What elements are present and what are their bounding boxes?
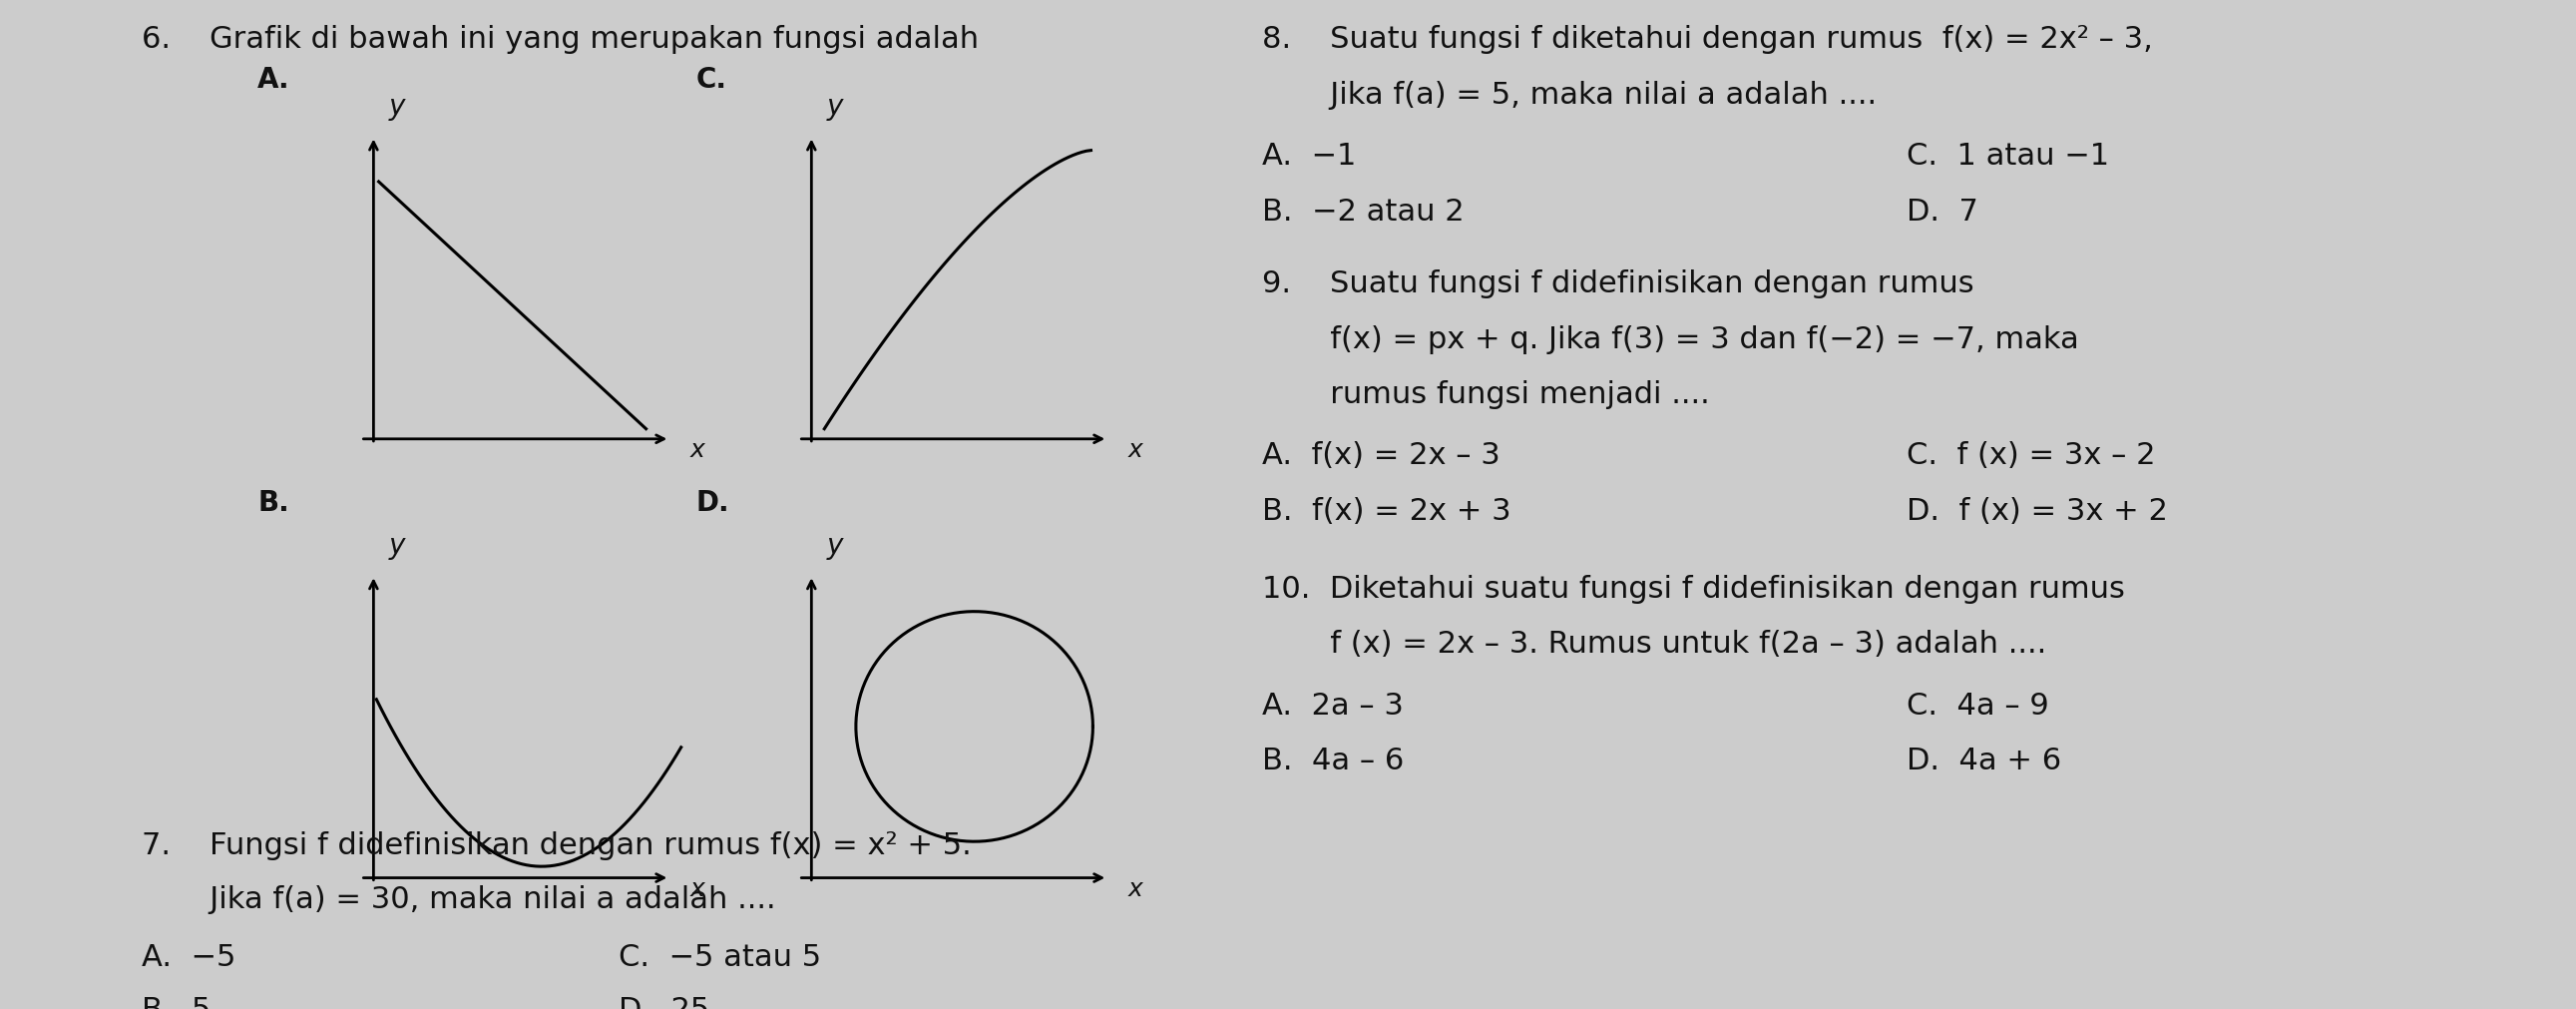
Text: A.  2a – 3: A. 2a – 3	[1262, 691, 1404, 720]
Text: x: x	[690, 877, 706, 901]
Text: x: x	[1128, 438, 1144, 462]
Text: B.  f(x) = 2x + 3: B. f(x) = 2x + 3	[1262, 496, 1512, 526]
Text: C.  −5 atau 5: C. −5 atau 5	[618, 943, 822, 972]
Text: D.  f (x) = 3x + 2: D. f (x) = 3x + 2	[1906, 496, 2166, 526]
Text: C.  f (x) = 3x – 2: C. f (x) = 3x – 2	[1906, 442, 2156, 470]
Text: 10.  Diketahui suatu fungsi f didefinisikan dengan rumus: 10. Diketahui suatu fungsi f didefinisik…	[1262, 575, 2125, 603]
Text: C.  4a – 9: C. 4a – 9	[1906, 691, 2048, 720]
Text: A.  −1: A. −1	[1262, 142, 1358, 171]
Text: 7.    Fungsi f didefinisikan dengan rumus f(x) = x² + 5.: 7. Fungsi f didefinisikan dengan rumus f…	[142, 831, 971, 861]
Text: A.: A.	[258, 66, 291, 94]
Text: Jika f(a) = 5, maka nilai a adalah ....: Jika f(a) = 5, maka nilai a adalah ....	[1262, 81, 1878, 110]
Text: x: x	[690, 438, 706, 462]
Text: D.  25: D. 25	[618, 996, 708, 1009]
Text: rumus fungsi menjadi ....: rumus fungsi menjadi ....	[1262, 380, 1710, 410]
Text: 8.    Suatu fungsi f diketahui dengan rumus  f(x) = 2x² – 3,: 8. Suatu fungsi f diketahui dengan rumus…	[1262, 25, 2154, 54]
Text: D.  4a + 6: D. 4a + 6	[1906, 747, 2061, 776]
Text: y: y	[827, 93, 842, 121]
Text: 6.    Grafik di bawah ini yang merupakan fungsi adalah: 6. Grafik di bawah ini yang merupakan fu…	[142, 25, 979, 54]
Text: D.: D.	[696, 489, 729, 518]
Text: B.  5: B. 5	[142, 996, 211, 1009]
Text: A.  −5: A. −5	[142, 943, 237, 972]
Text: y: y	[827, 532, 842, 560]
Text: B.: B.	[258, 489, 289, 518]
Text: B.  4a – 6: B. 4a – 6	[1262, 747, 1404, 776]
Text: Jika f(a) = 30, maka nilai a adalah ....: Jika f(a) = 30, maka nilai a adalah ....	[142, 885, 775, 914]
Text: y: y	[389, 532, 404, 560]
Text: D.  7: D. 7	[1906, 198, 1978, 226]
Text: f (x) = 2x – 3. Rumus untuk f(2a – 3) adalah ....: f (x) = 2x – 3. Rumus untuk f(2a – 3) ad…	[1262, 630, 2048, 659]
Text: y: y	[389, 93, 404, 121]
Text: A.  f(x) = 2x – 3: A. f(x) = 2x – 3	[1262, 442, 1499, 470]
Text: x: x	[1128, 877, 1144, 901]
Text: 9.    Suatu fungsi f didefinisikan dengan rumus: 9. Suatu fungsi f didefinisikan dengan r…	[1262, 269, 1973, 299]
Text: B.  −2 atau 2: B. −2 atau 2	[1262, 198, 1463, 226]
Text: C.: C.	[696, 66, 726, 94]
Text: f(x) = px + q. Jika f(3) = 3 dan f(−2) = −7, maka: f(x) = px + q. Jika f(3) = 3 dan f(−2) =…	[1262, 325, 2079, 354]
Text: C.  1 atau −1: C. 1 atau −1	[1906, 142, 2110, 171]
